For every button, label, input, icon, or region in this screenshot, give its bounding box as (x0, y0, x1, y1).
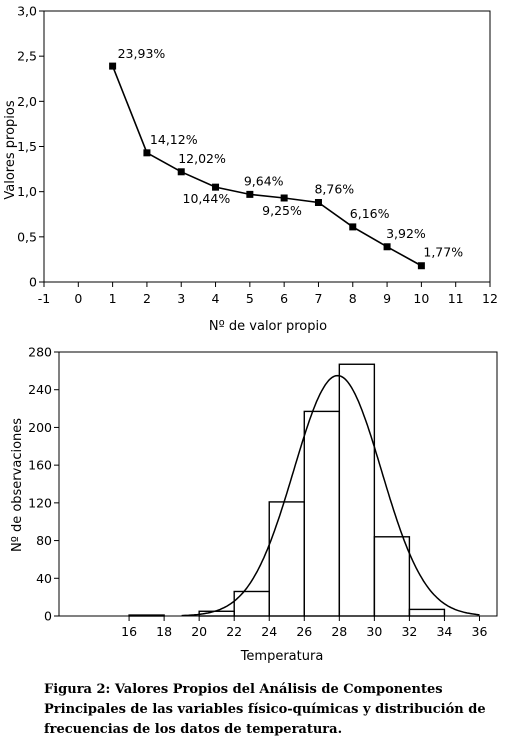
y-tick-label: 0 (29, 275, 37, 290)
data-label: 12,02% (178, 151, 226, 166)
data-point (280, 194, 288, 202)
y-tick-label: 1,5 (17, 139, 37, 154)
y-tick-label: 40 (36, 571, 52, 586)
data-point (212, 183, 220, 191)
x-tick-label: 7 (314, 291, 322, 306)
x-tick-label: 20 (191, 624, 207, 639)
x-tick-label: 5 (246, 291, 254, 306)
data-point (383, 243, 391, 251)
x-tick-label: 22 (226, 624, 242, 639)
histogram-x-axis-title: Temperatura (240, 649, 324, 664)
data-label: 14,12% (150, 132, 198, 147)
figure-caption: Figura 2: Valores Propios del Análisis d… (44, 682, 486, 737)
x-tick-label: 16 (121, 624, 137, 639)
data-point (314, 199, 322, 207)
data-label: 1,77% (423, 245, 463, 260)
x-tick-label: 24 (261, 624, 277, 639)
histogram-bar (373, 536, 411, 617)
temperature-histogram: 16 18 20 22 24 26 28 30 32 34 36 0 40 80 120 160 200 240 2… (10, 345, 498, 664)
y-tick-label: 1,0 (17, 184, 37, 199)
x-tick-label: 18 (156, 624, 172, 639)
x-tick-label: 36 (472, 624, 488, 639)
eigenvalue-plot-frame (43, 10, 491, 283)
data-label: 8,76% (314, 182, 354, 197)
y-tick-label: 280 (28, 345, 52, 360)
eigenvalue-y-axis-title: Valores propios (3, 100, 18, 199)
histogram-bar (408, 608, 446, 617)
x-tick-label: 6 (280, 291, 288, 306)
data-label: 9,25% (262, 203, 302, 218)
x-tick-label: 1 (109, 291, 117, 306)
x-tick-label: 4 (212, 291, 220, 306)
x-tick-label: -1 (38, 291, 50, 306)
x-tick-label: 0 (74, 291, 82, 306)
data-point (349, 223, 357, 231)
x-tick-label: 8 (349, 291, 357, 306)
x-tick-label: 28 (331, 624, 347, 639)
data-label: 23,93% (118, 46, 166, 61)
data-point (109, 62, 117, 70)
y-tick-label: 80 (36, 533, 52, 548)
histogram-bar (268, 501, 305, 617)
x-tick-label: 12 (482, 291, 498, 306)
y-tick-label: 160 (28, 458, 52, 473)
x-tick-label: 10 (413, 291, 429, 306)
data-point (246, 190, 254, 198)
x-tick-label: 2 (143, 291, 151, 306)
y-tick-label: 0 (44, 609, 52, 624)
data-point (177, 168, 185, 176)
data-label: 9,64% (244, 173, 284, 188)
histogram-bar (303, 410, 341, 617)
normal-curve (181, 374, 480, 617)
data-point (417, 262, 425, 270)
y-tick-label: 3,0 (17, 4, 37, 19)
histogram-plot-frame (58, 351, 498, 617)
data-label: 6,16% (350, 206, 390, 221)
x-tick-label: 30 (366, 624, 382, 639)
x-tick-label: 11 (448, 291, 464, 306)
data-label: 3,92% (386, 226, 426, 241)
histogram-bar (233, 590, 270, 617)
y-tick-label: 240 (28, 382, 52, 397)
x-tick-label: 32 (401, 624, 417, 639)
y-tick-label: 2,0 (17, 94, 37, 109)
y-tick-label: 120 (28, 495, 52, 510)
histogram-bar (338, 363, 376, 617)
y-tick-label: 0,5 (17, 229, 37, 244)
data-point (143, 149, 151, 157)
histogram-y-axis-title: Nº de observaciones (10, 418, 25, 552)
x-tick-label: 34 (436, 624, 452, 639)
data-label: 10,44% (183, 191, 231, 206)
x-tick-label: 9 (383, 291, 391, 306)
eigenvalue-x-axis-title: Nº de valor propio (209, 319, 327, 334)
y-tick-label: 200 (28, 420, 52, 435)
x-tick-label: 26 (296, 624, 312, 639)
y-tick-label: 2,5 (17, 49, 37, 64)
eigenvalue-line (111, 65, 422, 267)
x-tick-label: 3 (177, 291, 185, 306)
